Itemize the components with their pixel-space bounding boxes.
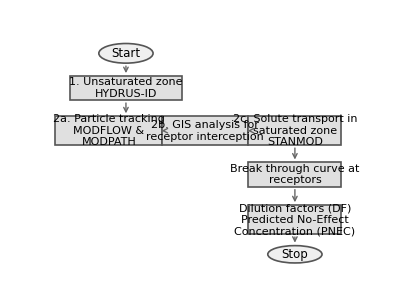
Text: Dilution factors (DF)
Predicted No-Effect
Concentration (PNEC): Dilution factors (DF) Predicted No-Effec… [234, 203, 356, 236]
Text: 1. Unsaturated zone
HYDRUS-ID: 1. Unsaturated zone HYDRUS-ID [69, 77, 183, 99]
Text: 2c. Solute transport in
saturated zone
STANMOD: 2c. Solute transport in saturated zone S… [233, 114, 357, 147]
FancyBboxPatch shape [56, 116, 162, 145]
FancyBboxPatch shape [248, 163, 341, 187]
Text: 2b. GIS analysis for
receptor interception: 2b. GIS analysis for receptor intercepti… [146, 120, 264, 142]
FancyBboxPatch shape [248, 205, 341, 234]
Text: Start: Start [111, 47, 140, 60]
FancyBboxPatch shape [70, 76, 182, 100]
FancyBboxPatch shape [162, 116, 248, 145]
Ellipse shape [99, 44, 153, 63]
Text: Stop: Stop [282, 248, 308, 261]
Text: Break through curve at
receptors: Break through curve at receptors [230, 164, 360, 185]
Text: 2a. Particle tracking
MODFLOW &
MODPATH: 2a. Particle tracking MODFLOW & MODPATH [53, 114, 165, 147]
Ellipse shape [268, 246, 322, 263]
FancyBboxPatch shape [248, 116, 341, 145]
